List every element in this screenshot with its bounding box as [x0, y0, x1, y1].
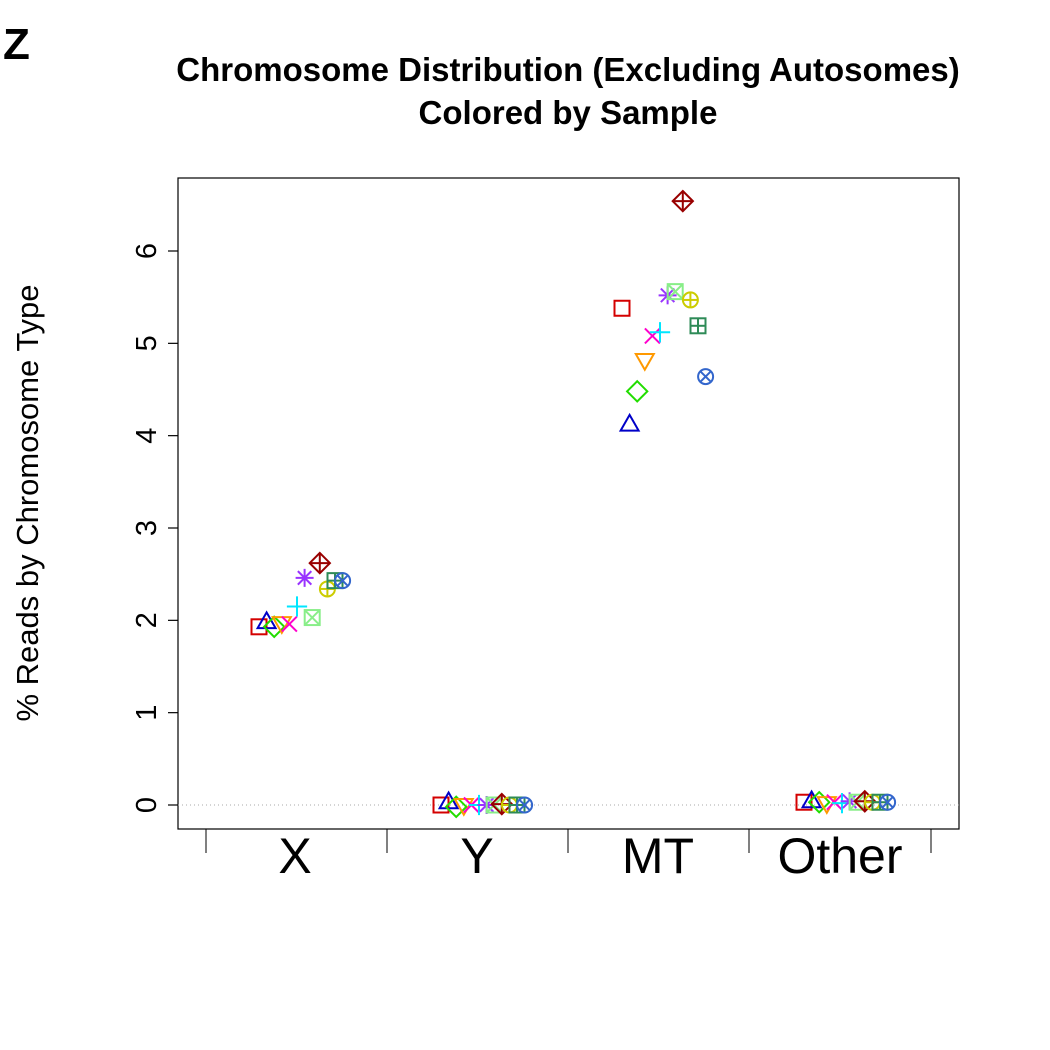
x-tick-label: Y — [460, 828, 493, 884]
data-point — [689, 317, 707, 335]
data-point — [286, 596, 308, 617]
data-point — [649, 322, 671, 343]
plot-area — [177, 177, 960, 830]
chart-subtitle: Colored by Sample — [419, 94, 718, 131]
data-point — [618, 412, 641, 432]
y-tick-label: 0 — [131, 797, 163, 813]
series-square-plus — [326, 317, 889, 814]
data-point — [303, 609, 321, 627]
y-tick-label: 2 — [131, 612, 163, 628]
series-circle-plus — [318, 291, 881, 814]
data-point — [262, 615, 286, 639]
data-point — [295, 568, 314, 587]
y-axis-label: % Reads by Chromosome Type — [10, 284, 45, 721]
series-x — [281, 327, 843, 814]
data-point — [250, 618, 268, 636]
series-square-x — [303, 283, 866, 814]
data-point — [334, 572, 352, 590]
series-diamond-plus — [308, 189, 877, 816]
x-tick-label: X — [278, 828, 311, 884]
data-point — [671, 189, 695, 213]
data-point — [807, 790, 831, 814]
data-point — [625, 379, 649, 403]
data-point — [644, 327, 661, 345]
panel-label: Z — [3, 20, 30, 69]
series-asterisk — [295, 286, 859, 814]
y-tick-label: 4 — [131, 428, 163, 444]
data-point — [681, 291, 699, 309]
series-plus — [286, 322, 853, 816]
data-point — [800, 789, 823, 809]
data-point — [613, 299, 631, 317]
series-square — [250, 299, 813, 814]
data-point — [516, 796, 534, 814]
data-point — [795, 793, 813, 811]
x-tick-label: MT — [622, 828, 694, 884]
y-tick-label: 5 — [131, 335, 163, 351]
data-point — [697, 368, 715, 386]
series-triangle-down — [271, 352, 838, 817]
data-point — [281, 615, 298, 633]
data-point — [879, 793, 897, 811]
data-point — [634, 352, 656, 372]
series-triangle-up — [255, 412, 823, 810]
y-tick-label: 6 — [131, 243, 163, 259]
data-point — [444, 795, 468, 819]
y-tick-label: 1 — [131, 705, 163, 721]
data-point — [308, 551, 332, 575]
y-tick-label: 3 — [131, 520, 163, 536]
series-diamond — [262, 379, 831, 819]
data-point — [666, 283, 684, 301]
series-circle-x — [334, 368, 897, 814]
x-tick-label: Other — [777, 828, 902, 884]
chart-title: Chromosome Distribution (Excluding Autos… — [176, 51, 959, 88]
